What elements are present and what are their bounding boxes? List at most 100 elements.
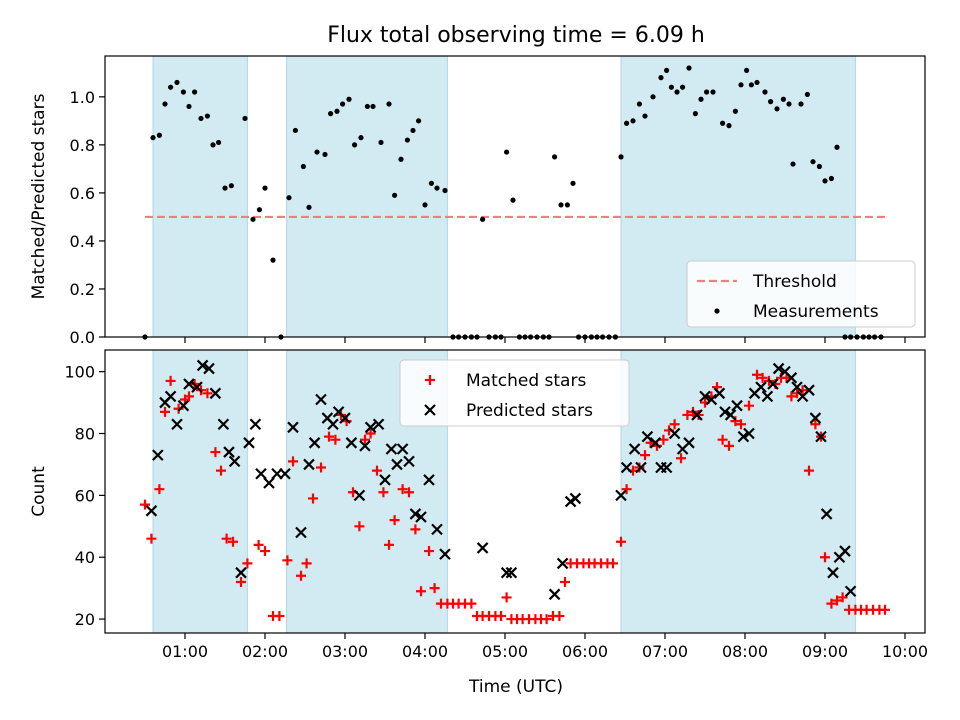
predicted-star-point: [345, 437, 358, 449]
x-tick-label: 02:00: [242, 642, 288, 661]
predicted-star-point: [791, 381, 803, 393]
predicted-star-point: [152, 449, 164, 461]
predicted-star-point: [476, 542, 489, 554]
measurement-point: [720, 120, 726, 126]
predicted-star-point: [396, 443, 409, 455]
matched-star-point: [404, 487, 414, 498]
legend-label: Predicted stars: [466, 401, 593, 421]
predicted-star-point: [500, 566, 513, 579]
predicted-star-point: [668, 427, 681, 440]
predicted-star-point: [385, 443, 398, 455]
matched-star-point: [541, 614, 552, 625]
matched-star-point: [724, 440, 734, 451]
x-tick-label: 01:00: [162, 642, 208, 661]
predicted-star-point: [279, 467, 291, 480]
measurement-point: [180, 89, 186, 95]
matched-star-point: [429, 583, 440, 594]
matched-star-point: [832, 595, 842, 606]
measurement-point: [216, 139, 222, 146]
measurement-point: [816, 163, 823, 170]
predicted-star-point: [339, 412, 351, 424]
y-tick-label: 20: [75, 610, 95, 629]
matched-star-point: [693, 409, 704, 420]
measurement-point: [328, 111, 334, 117]
measurement-point: [250, 216, 256, 222]
y-tick-label: 0.4: [70, 232, 95, 251]
predicted-star-point: [649, 437, 662, 449]
predicted-star-point: [705, 393, 718, 406]
legend-predicted-marker: [424, 404, 436, 416]
y-tick-label: 100: [64, 363, 95, 382]
matched-star-point: [640, 450, 650, 461]
measurement-point: [798, 101, 804, 107]
measurement-point: [664, 67, 670, 74]
measurement-point: [624, 120, 630, 126]
predicted-star-point: [628, 443, 641, 455]
measurement-point: [768, 99, 774, 105]
matched-star-point: [676, 453, 686, 464]
matched-star-point: [554, 610, 565, 621]
predicted-star-point: [359, 440, 371, 452]
matched-star-point: [184, 391, 194, 402]
measurement-point: [204, 113, 210, 119]
legend-box: [399, 359, 630, 427]
matched-star-point: [378, 487, 389, 498]
matched-star-point: [282, 555, 293, 566]
matched-star-point: [826, 598, 837, 609]
predicted-star-point: [548, 588, 561, 601]
measurement-point: [630, 118, 636, 124]
matched-star-point: [410, 524, 421, 535]
matched-star-point: [837, 592, 848, 603]
matched-star-point: [744, 400, 754, 411]
measurement-point: [726, 123, 732, 129]
matched-star-point: [416, 586, 426, 597]
predicted-star-point: [209, 387, 222, 400]
matched-star-point: [202, 388, 213, 399]
predicted-star-point: [327, 418, 339, 431]
measurement-point: [286, 195, 292, 201]
measurement-point: [710, 89, 716, 95]
legend-box: [686, 260, 916, 328]
predicted-star-point: [196, 359, 209, 372]
predicted-star-point: [263, 477, 275, 489]
predicted-star-point: [177, 399, 190, 412]
measurement-point: [650, 94, 656, 100]
predicted-star-point: [691, 409, 703, 421]
matched-star-point: [288, 456, 298, 467]
x-tick-label: 05:00: [482, 642, 528, 661]
matched-star-point: [820, 552, 830, 563]
matched-star-point: [424, 546, 434, 557]
predicted-star-point: [743, 427, 755, 440]
measurement-point: [392, 192, 398, 198]
measurement-point: [564, 202, 571, 208]
measurement-point: [828, 175, 835, 182]
measurement-point: [642, 113, 648, 119]
measurement-point: [370, 103, 376, 110]
measurement-point: [186, 103, 192, 110]
matched-star-point: [210, 447, 221, 458]
matched-star-point: [242, 558, 253, 569]
measurement-point: [658, 75, 664, 81]
legend: Matched stars Predicted stars: [399, 359, 630, 427]
predicted-star-point: [243, 437, 255, 449]
predicted-star-point: [719, 406, 731, 418]
predicted-star-point: [183, 378, 195, 390]
matched-star-point: [736, 419, 746, 430]
predicted-star-point: [755, 381, 767, 393]
predicted-star-point: [315, 393, 327, 406]
plot-frame: [104, 55, 926, 338]
predicted-star-point: [844, 585, 857, 598]
legend-label: Matched stars: [466, 371, 586, 391]
x-tick-label: 07:00: [642, 642, 688, 661]
matched-star-point: [786, 391, 797, 402]
predicted-star-point: [217, 418, 230, 431]
matched-star-point: [216, 465, 226, 476]
matched-star-point: [274, 610, 285, 621]
predicted-star-point: [203, 362, 215, 375]
x-tick-label: 03:00: [322, 642, 368, 661]
measurement-point: [340, 101, 346, 107]
matched-star-point: [296, 570, 306, 581]
predicted-star-point: [439, 548, 451, 560]
matched-star-point: [389, 515, 400, 526]
